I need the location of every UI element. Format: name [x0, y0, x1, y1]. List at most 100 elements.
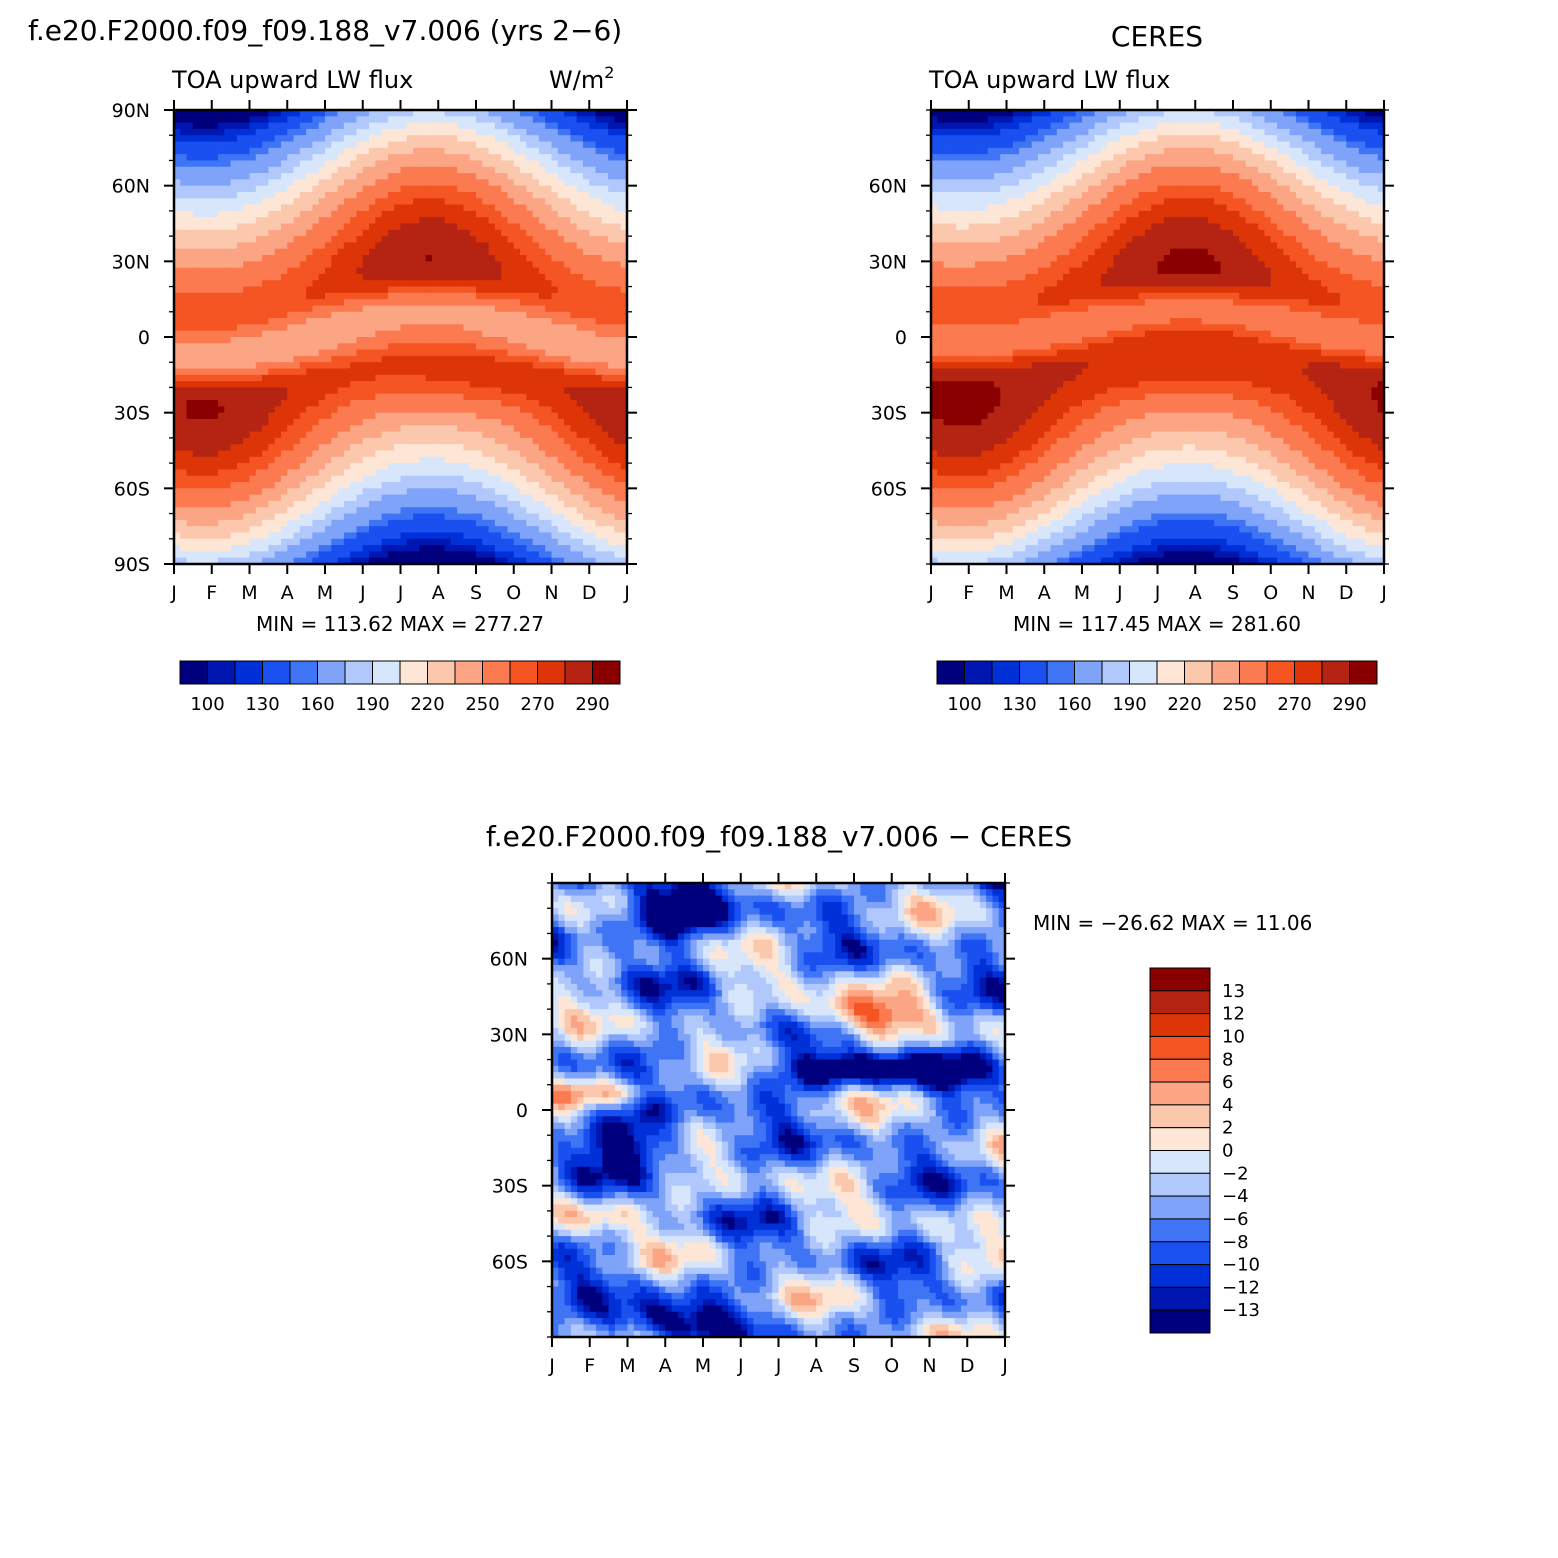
contour-cell	[268, 122, 276, 130]
contour-cell	[174, 538, 181, 546]
contour-cell	[576, 400, 584, 407]
contour-cell	[488, 236, 496, 244]
contour-cell	[375, 286, 383, 294]
contour-cell	[180, 135, 188, 143]
contour-cell	[381, 261, 389, 269]
contour-cell	[331, 223, 339, 231]
contour-cell	[589, 242, 597, 250]
contour-cell	[482, 406, 490, 414]
contour-cell	[450, 488, 458, 496]
contour-cell	[557, 500, 565, 508]
contour-cell	[438, 229, 446, 237]
contour-cell	[620, 412, 628, 420]
contour-cell	[501, 217, 509, 225]
contour-cell	[482, 273, 490, 281]
contour-cell	[369, 519, 376, 527]
contour-cell	[205, 242, 213, 250]
contour-cell	[299, 488, 307, 496]
contour-cell	[211, 154, 219, 162]
contour-cell	[419, 292, 427, 300]
contour-cell	[230, 494, 238, 502]
contour-cell	[532, 450, 540, 458]
contour-cell	[576, 526, 584, 534]
contour-cell	[387, 387, 395, 395]
contour-cell	[463, 185, 471, 193]
contour-cell	[186, 349, 194, 357]
contour-cell	[180, 273, 188, 281]
contour-cell	[406, 469, 414, 477]
contour-cell	[362, 229, 370, 237]
contour-cell	[180, 494, 188, 502]
contour-cell	[576, 318, 584, 325]
contour-cell	[211, 147, 219, 155]
contour-cell	[350, 223, 358, 231]
contour-cell	[614, 198, 622, 206]
contour-cell	[350, 532, 358, 540]
contour-cell	[268, 299, 276, 307]
contour-cell	[476, 292, 483, 300]
contour-cell	[337, 141, 345, 149]
contour-cell	[186, 160, 194, 168]
contour-cell	[362, 456, 370, 464]
contour-cell	[582, 538, 590, 546]
contour-cell	[249, 122, 257, 130]
contour-cell	[488, 311, 496, 319]
contour-cell	[236, 494, 244, 502]
contour-cell	[236, 337, 244, 344]
contour-cell	[387, 204, 395, 212]
contour-cell	[394, 318, 402, 325]
contour-cell	[205, 204, 213, 212]
contour-cell	[614, 210, 622, 218]
contour-cell	[249, 406, 257, 414]
contour-cell	[312, 456, 320, 464]
contour-cell	[180, 456, 188, 464]
contour-cell	[482, 519, 490, 527]
contour-cell	[299, 286, 307, 294]
contour-cell	[381, 349, 389, 357]
contour-cell	[576, 437, 584, 445]
contour-cell	[476, 330, 483, 338]
contour-cell	[444, 337, 452, 344]
contour-cell	[482, 526, 490, 534]
contour-cell	[438, 488, 446, 496]
contour-cell	[343, 437, 351, 445]
contour-cell	[306, 154, 314, 162]
contour-cell	[218, 526, 225, 534]
contour-cell	[431, 248, 439, 256]
contour-cell	[413, 437, 420, 445]
contour-cell	[230, 267, 238, 275]
contour-cell	[538, 526, 546, 534]
contour-cell	[280, 198, 288, 206]
contour-cell	[255, 381, 263, 389]
contour-cell	[356, 305, 364, 313]
contour-cell	[431, 343, 439, 351]
contour-cell	[350, 374, 358, 382]
contour-cell	[601, 261, 609, 269]
contour-cell	[608, 425, 616, 433]
contour-cell	[450, 122, 458, 130]
contour-cell	[211, 318, 219, 325]
contour-cell	[375, 456, 383, 464]
contour-cell	[369, 141, 376, 149]
contour-cell	[394, 273, 402, 281]
contour-cell	[526, 513, 534, 521]
contour-cell	[394, 141, 402, 149]
contour-cell	[532, 191, 540, 199]
contour-cell	[218, 450, 225, 458]
contour-cell	[394, 261, 402, 269]
contour-cell	[532, 166, 540, 174]
contour-cell	[557, 494, 565, 502]
contour-cell	[199, 507, 207, 515]
contour-cell	[356, 210, 364, 218]
contour-cell	[249, 236, 257, 244]
contour-cell	[192, 500, 200, 508]
contour-cell	[299, 368, 307, 376]
contour-cell	[582, 381, 590, 389]
contour-cell	[576, 147, 584, 155]
contour-cell	[243, 198, 251, 206]
contour-cell	[387, 261, 395, 269]
contour-cell	[431, 324, 439, 332]
contour-cell	[601, 343, 609, 351]
contour-cell	[526, 475, 534, 483]
